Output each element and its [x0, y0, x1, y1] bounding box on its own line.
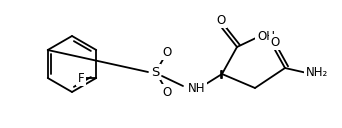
Text: O: O	[162, 45, 172, 58]
Text: O: O	[216, 13, 226, 26]
Text: F: F	[78, 72, 84, 84]
Text: O: O	[162, 86, 172, 99]
Text: NH: NH	[188, 83, 206, 95]
Text: S: S	[151, 66, 159, 78]
Text: NH₂: NH₂	[306, 67, 328, 79]
Text: O: O	[271, 35, 280, 49]
Text: OH: OH	[257, 30, 275, 44]
